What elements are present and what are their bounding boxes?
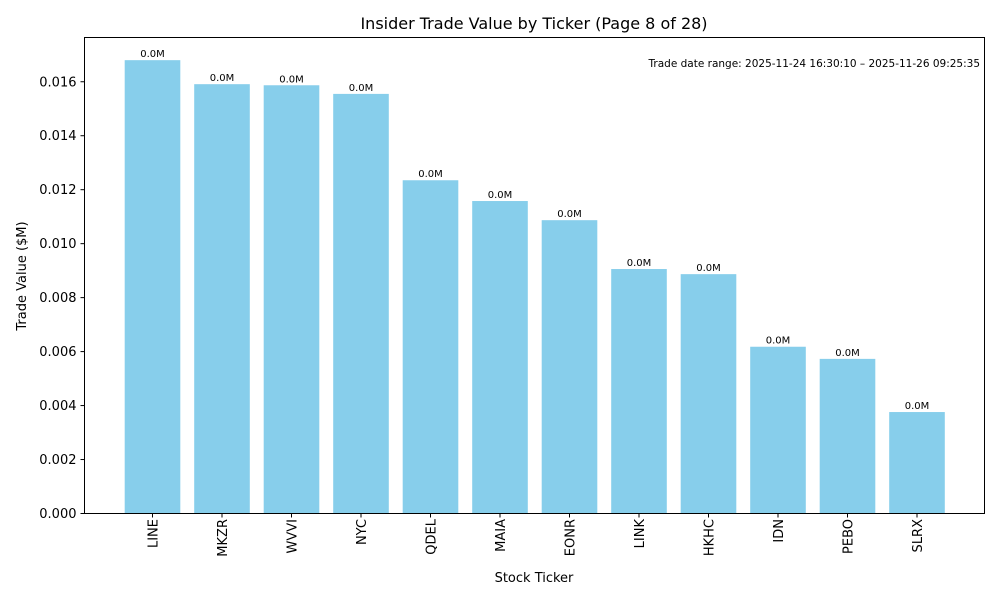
x-tick-label-eonr: EONR [564,519,579,556]
chart-title: Insider Trade Value by Ticker (Page 8 of… [360,14,707,33]
y-tick-label: 0.000 [39,507,76,522]
ticks-group [80,81,918,518]
x-tick-label-hkhc: HKHC [703,519,718,556]
x-tick-label-mkzr: MKZR [216,519,231,557]
date-range-annotation: Trade date range: 2025-11-24 16:30:10 – … [648,58,980,70]
data-label-eonr: 0.0M [557,209,582,220]
y-tick-labels: 0.000 0.002 0.004 0.006 0.008 0.010 0.012 0.014… [39,75,76,522]
bars-group: 0.0M 0.0M 0.0M 0.0M 0.0M 0.0M 0.0M 0.0M 0.0M 0.0M… [124,49,945,514]
x-tick-label-wvvi: WVVI [286,519,301,553]
x-axis-label: Stock Ticker [495,571,574,586]
y-tick-label: 0.006 [39,345,76,360]
bar-slrx [889,412,945,514]
bar-pebo [819,358,876,514]
bar-qdel [402,180,459,514]
bar-line [124,60,181,514]
bar-hkhc [680,274,737,514]
x-tick-label-pebo: PEBO [842,519,857,554]
bar-maia [472,201,528,514]
x-tick-label-maia: MAIA [494,519,509,552]
x-tick-label-slrx: SLRX [911,519,926,553]
bar-eonr [541,220,598,514]
data-label-hkhc: 0.0M [696,263,721,274]
bar-nyc [333,93,389,514]
data-label-pebo: 0.0M [835,348,860,359]
data-label-line: 0.0M [140,49,165,60]
plot-frame [84,37,985,514]
y-tick-label: 0.010 [39,237,76,252]
y-axis-label: Trade Value ($M) [15,221,30,331]
data-label-slrx: 0.0M [905,401,930,412]
y-tick-label: 0.008 [39,291,76,306]
data-label-wvvi: 0.0M [279,74,304,85]
bar-wvvi [263,85,320,514]
data-label-qdel: 0.0M [418,169,443,180]
x-tick-labels: LINE MKZR WVVI NYC QDEL MAIA EONR LINK HKHC IDN PE… [147,518,927,556]
x-tick-label-line: LINE [147,519,162,548]
x-tick-label-link: LINK [633,519,648,549]
x-tick-label-idn: IDN [772,519,787,543]
bar-mkzr [194,84,250,514]
x-tick-label-nyc: NYC [355,519,370,545]
data-label-mkzr: 0.0M [210,73,235,84]
bar-link [611,269,667,514]
data-label-maia: 0.0M [488,190,513,201]
y-tick-label: 0.016 [39,75,76,90]
data-label-nyc: 0.0M [349,83,374,94]
y-tick-label: 0.012 [39,183,76,198]
data-label-idn: 0.0M [766,336,791,347]
x-tick-label-qdel: QDEL [425,518,440,554]
y-tick-label: 0.014 [39,129,76,144]
bar-idn [750,346,806,514]
y-tick-label: 0.004 [39,399,76,414]
y-tick-label: 0.002 [39,453,76,468]
data-label-link: 0.0M [627,258,652,269]
